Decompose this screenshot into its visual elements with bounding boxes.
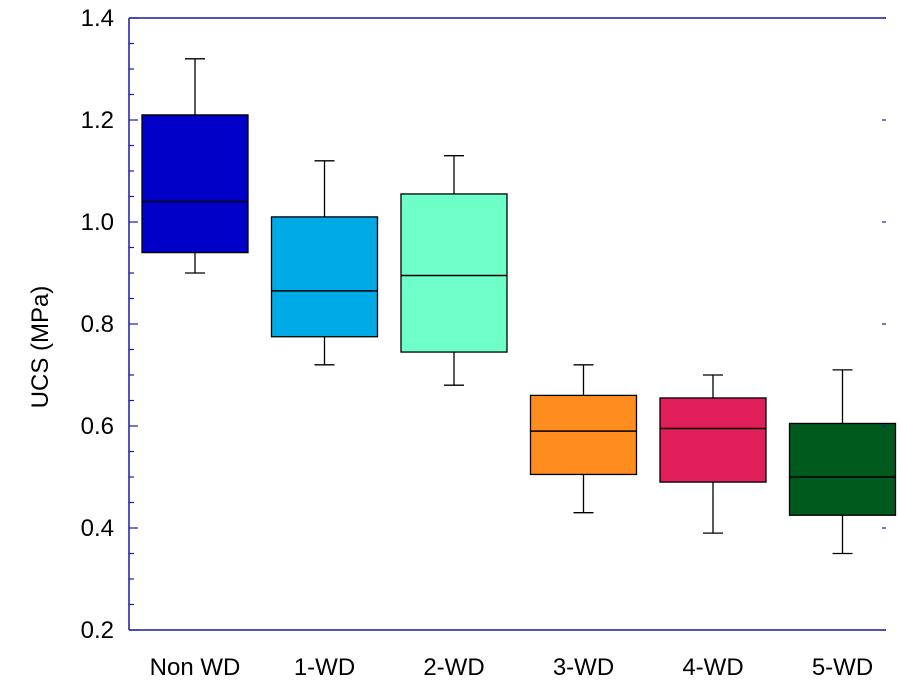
x-tick-label: Non WD <box>150 654 241 681</box>
x-tick-label: 1-WD <box>294 654 355 681</box>
y-axis-title: UCS (MPa) <box>27 286 54 409</box>
box-body <box>270 216 379 338</box>
box-1 <box>141 58 249 274</box>
box-body <box>400 193 508 353</box>
box-2 <box>270 160 379 366</box>
x-axis: Non WD 1-WD 2-WD 3-WD 4-WD 5-WD <box>129 629 886 681</box>
box-6 <box>788 369 897 555</box>
box-4 <box>529 364 638 514</box>
box-body <box>529 394 638 476</box>
x-tick-label: 4-WD <box>682 654 743 681</box>
x-tick-label: 2-WD <box>423 654 484 681</box>
x-tick-label: 5-WD <box>812 654 873 681</box>
x-tick-label: 3-WD <box>553 654 614 681</box>
y-tick-label: 0.2 <box>81 617 114 644</box>
box-5 <box>659 374 767 534</box>
y-axis: 0.2 0.4 0.6 0.8 1.0 1.2 1.4 <box>81 5 886 644</box>
y-tick-label: 1.4 <box>81 5 114 32</box>
y-tick-label: 1.2 <box>81 107 114 134</box>
y-tick-label: 0.6 <box>81 413 114 440</box>
box-body <box>141 114 249 254</box>
box-3 <box>400 155 508 386</box>
plot-area <box>141 58 897 555</box>
y-tick-label: 0.4 <box>81 515 114 542</box>
box-body <box>659 397 767 483</box>
y-tick-label: 1.0 <box>81 209 114 236</box>
box-body <box>788 422 897 516</box>
y-tick-label: 0.8 <box>81 311 114 338</box>
